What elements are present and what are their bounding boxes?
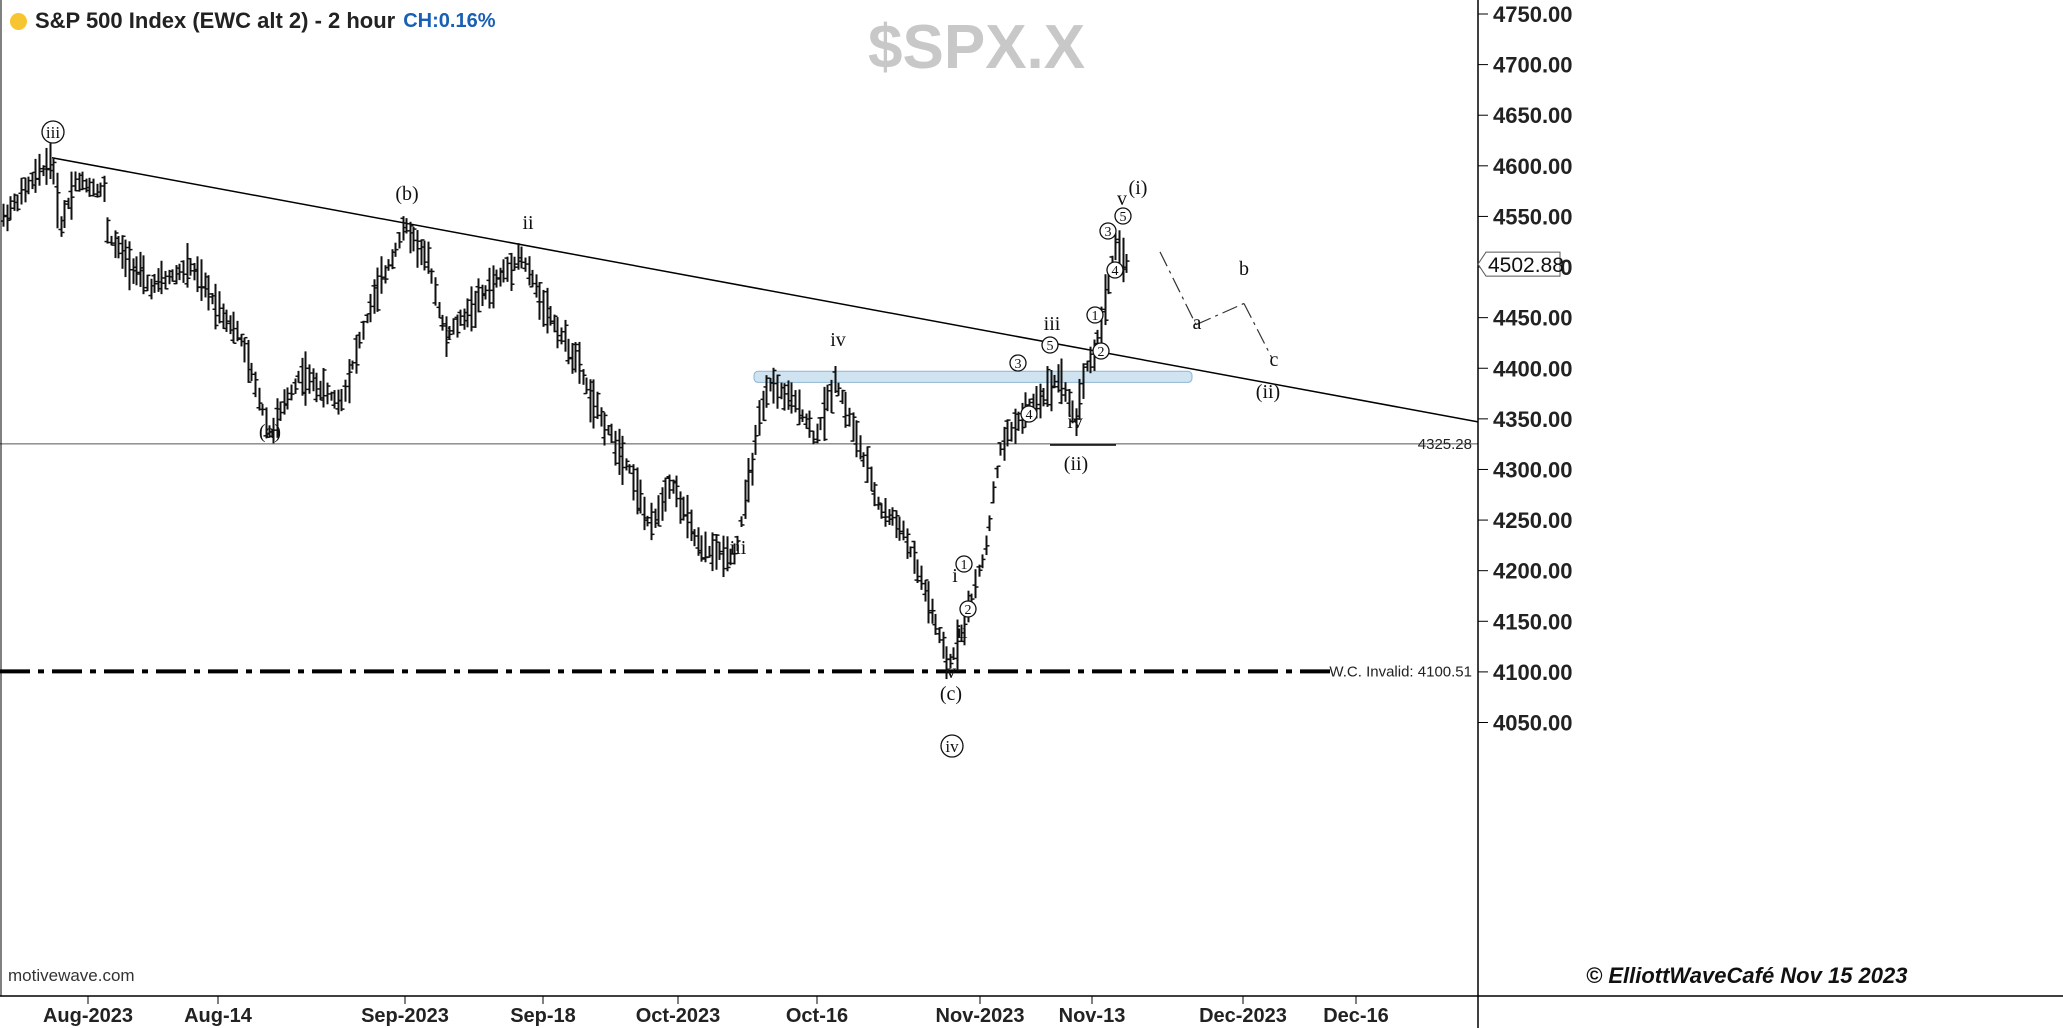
y-tick-label: 4550.00 — [1493, 204, 1573, 229]
x-tick-label: Nov-2023 — [936, 1005, 1025, 1027]
wave-label: (ii) — [1256, 381, 1280, 403]
wave-label: v — [1117, 188, 1127, 210]
wave-label: ii — [956, 621, 968, 643]
y-tick-label: 4050.00 — [1493, 711, 1573, 736]
x-tick-label: Sep-18 — [510, 1005, 576, 1027]
wave-label-circle — [1092, 342, 1110, 360]
wave-label: (b) — [395, 183, 418, 205]
y-tick-label: 4350.00 — [1493, 407, 1573, 432]
wave-label-circle — [41, 120, 65, 144]
wave-label: (a) — [259, 421, 281, 443]
wave-label: a — [1193, 312, 1202, 334]
y-tick-label: 4250.00 — [1493, 508, 1573, 533]
chart-title: S&P 500 Index (EWC alt 2) - 2 hour — [35, 8, 396, 33]
wave-label: 1 — [1092, 309, 1099, 324]
level-label: 4325.28 — [1418, 436, 1472, 453]
wave-label-circle — [955, 555, 973, 573]
copyright-label: © ElliottWaveCafé Nov 15 2023 — [1586, 963, 1908, 988]
wave-label: 4 — [1112, 264, 1119, 279]
wave-label: i — [446, 323, 452, 345]
projection-segment — [1195, 302, 1245, 326]
wave-label: b — [1239, 258, 1249, 280]
wave-label: (c) — [940, 683, 962, 705]
projection-segment — [1159, 251, 1197, 325]
wave-label: 3 — [1015, 357, 1022, 372]
resistance-zone — [753, 370, 1193, 383]
y-tick-label: 4600.00 — [1493, 154, 1573, 179]
wave-label: iii — [1044, 313, 1061, 335]
wave-label: i — [952, 565, 958, 587]
x-tick-label: Nov-13 — [1059, 1005, 1126, 1027]
price-bars — [0, 143, 1130, 680]
wave-label: 5 — [1047, 339, 1054, 354]
y-tick-label: 4650.00 — [1493, 103, 1573, 128]
y-tick-label: 4200.00 — [1493, 559, 1573, 584]
y-tick-label: 4400.00 — [1493, 356, 1573, 381]
x-tick-label: Oct-2023 — [636, 1005, 721, 1027]
wave-label: (i) — [1129, 177, 1148, 199]
y-tick-label: 4300.00 — [1493, 457, 1573, 482]
y-tick-label: 4450.00 — [1493, 306, 1573, 331]
invalidation-label: W.C. Invalid: 4100.51 — [1329, 663, 1472, 680]
wave-label: iv — [1067, 411, 1083, 433]
wave-label-circle — [1086, 306, 1104, 324]
trendline — [51, 156, 1479, 423]
x-tick-label: Dec-2023 — [1199, 1005, 1287, 1027]
wave-label-circle — [1114, 207, 1132, 225]
wave-label: iv — [945, 737, 959, 756]
source-label[interactable]: motivewave.com — [8, 966, 135, 985]
y-tick-label: 4700.00 — [1493, 53, 1573, 78]
wave-label: iv — [830, 329, 846, 351]
wave-label: (ii) — [1064, 453, 1088, 475]
wave-label-circle — [940, 734, 964, 758]
wave-label: 5 — [1120, 210, 1127, 225]
wave-label: iii — [730, 537, 747, 559]
y-tick-label: 4100.00 — [1493, 660, 1573, 685]
wave-label-circle — [959, 600, 977, 618]
wave-label: 1 — [961, 558, 968, 573]
wave-label: c — [1270, 349, 1279, 371]
wave-label: 2 — [1098, 345, 1105, 360]
last-price-tag — [1477, 251, 1561, 277]
y-tick-label: 4150.00 — [1493, 609, 1573, 634]
wave-label: iii — [46, 123, 60, 142]
wave-label-circle — [1106, 261, 1124, 279]
wave-label: v — [946, 661, 956, 683]
last-price-label: 4502.88 — [1488, 254, 1564, 277]
symbol-watermark: $SPX.X — [868, 13, 1086, 82]
wave-label-circle — [1020, 405, 1038, 423]
chart-header: S&P 500 Index (EWC alt 2) - 2 hour CH:0.… — [10, 8, 496, 34]
wave-label: 4 — [1026, 408, 1033, 423]
x-tick-label: Aug-14 — [184, 1005, 253, 1027]
wave-label: 3 — [1105, 225, 1112, 240]
y-tick-label: 4750.00 — [1493, 2, 1573, 27]
wave-label-circle — [1099, 222, 1117, 240]
wave-label-circle — [1041, 336, 1059, 354]
wave-label-circle — [1009, 354, 1027, 372]
status-dot-icon — [10, 12, 27, 30]
projection-segment — [1243, 303, 1273, 359]
wave-label: 2 — [965, 603, 972, 618]
x-tick-label: Oct-16 — [786, 1005, 848, 1027]
wave-labels: iii(b)iii(a)iviiiv(c)iviii12345iiiiv(ii)… — [41, 120, 1280, 758]
x-tick-label: Sep-2023 — [361, 1005, 449, 1027]
x-tick-label: Dec-16 — [1323, 1005, 1389, 1027]
projection-path — [1050, 251, 1273, 446]
change-readout: CH:0.16% — [403, 9, 496, 32]
horizontal-levels: 4325.28 W.C. Invalid: 4100.51 — [0, 436, 1478, 680]
wave-label: ii — [522, 212, 534, 234]
x-tick-label: Aug-2023 — [43, 1005, 133, 1027]
